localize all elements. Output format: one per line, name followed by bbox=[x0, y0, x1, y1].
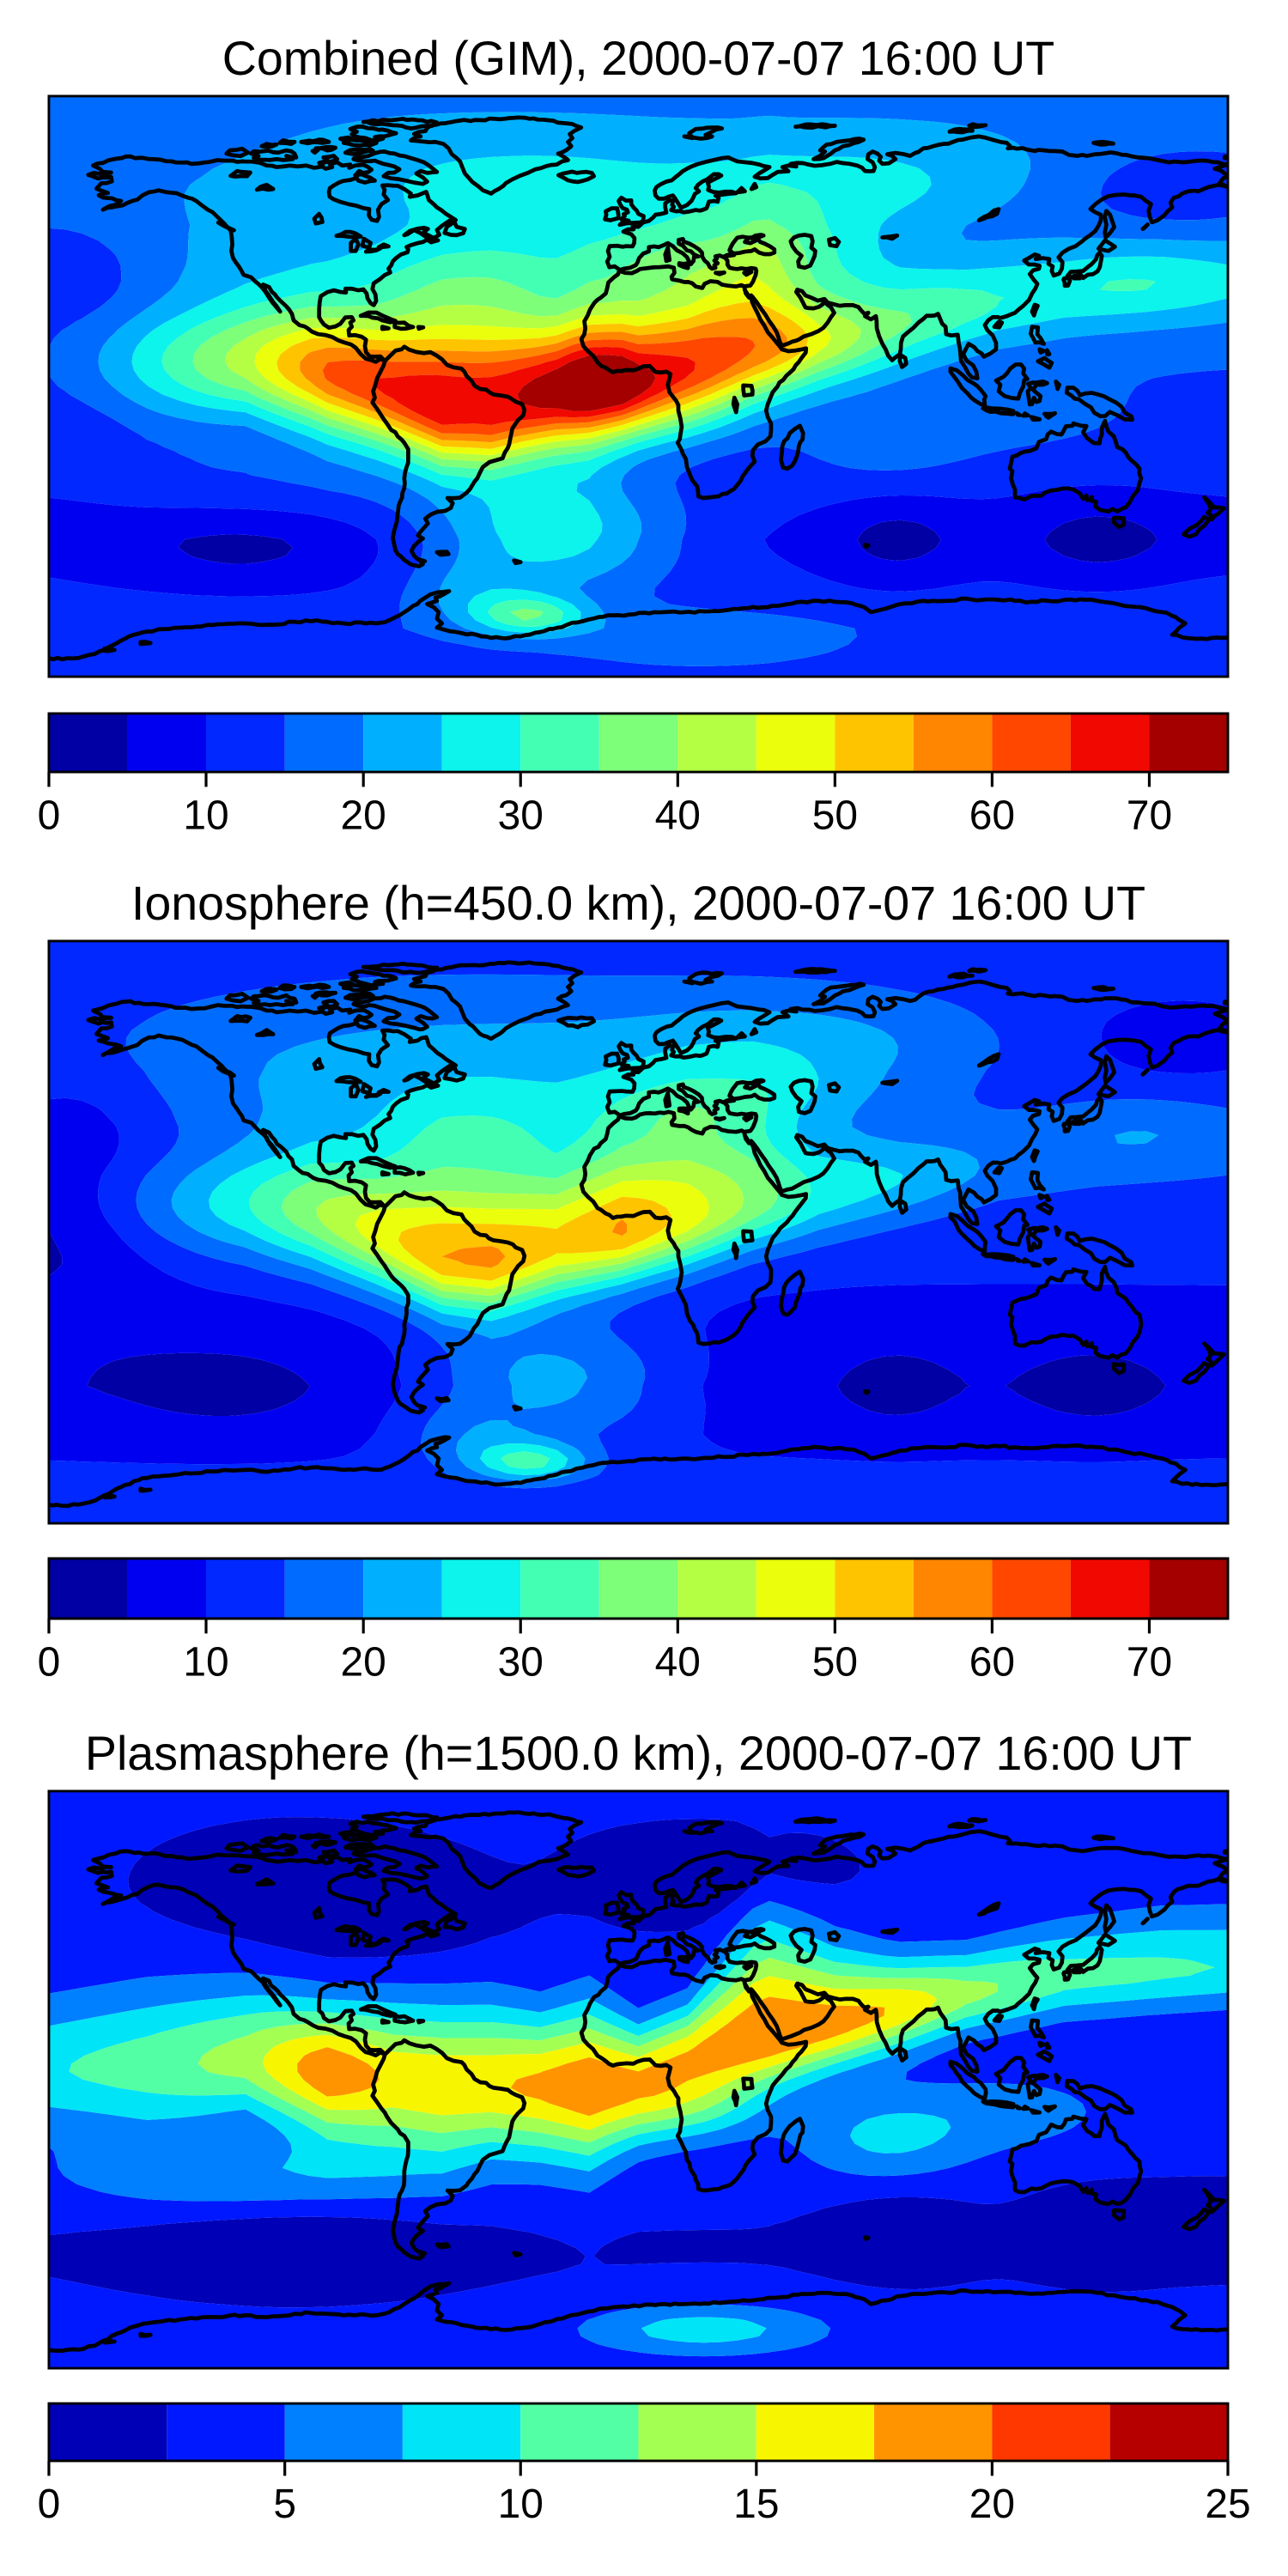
svg-text:20: 20 bbox=[341, 793, 386, 838]
svg-text:10: 10 bbox=[183, 793, 228, 838]
svg-text:30: 30 bbox=[498, 793, 544, 838]
svg-text:20: 20 bbox=[969, 2482, 1015, 2527]
svg-text:50: 50 bbox=[812, 793, 858, 838]
svg-text:10: 10 bbox=[498, 2482, 544, 2527]
svg-text:25: 25 bbox=[1205, 2482, 1250, 2527]
svg-text:10: 10 bbox=[183, 1639, 228, 1685]
svg-text:Combined (GIM), 2000-07-07 16:: Combined (GIM), 2000-07-07 16:00 UT bbox=[222, 32, 1054, 85]
svg-text:60: 60 bbox=[969, 1639, 1015, 1685]
svg-text:0: 0 bbox=[38, 1639, 61, 1685]
svg-text:50: 50 bbox=[812, 1639, 858, 1685]
svg-text:70: 70 bbox=[1127, 793, 1172, 838]
svg-text:Ionosphere (h=450.0 km), 2000-: Ionosphere (h=450.0 km), 2000-07-07 16:0… bbox=[131, 877, 1145, 930]
svg-text:Plasmasphere (h=1500.0 km), 20: Plasmasphere (h=1500.0 km), 2000-07-07 1… bbox=[85, 1727, 1192, 1780]
svg-text:30: 30 bbox=[498, 1639, 544, 1685]
svg-text:5: 5 bbox=[273, 2482, 296, 2527]
svg-text:70: 70 bbox=[1127, 1639, 1172, 1685]
svg-text:20: 20 bbox=[341, 1639, 386, 1685]
svg-text:40: 40 bbox=[655, 793, 701, 838]
svg-text:0: 0 bbox=[38, 2482, 61, 2527]
svg-text:60: 60 bbox=[969, 793, 1015, 838]
svg-text:40: 40 bbox=[655, 1639, 701, 1685]
svg-text:0: 0 bbox=[38, 793, 61, 838]
svg-text:15: 15 bbox=[733, 2482, 779, 2527]
